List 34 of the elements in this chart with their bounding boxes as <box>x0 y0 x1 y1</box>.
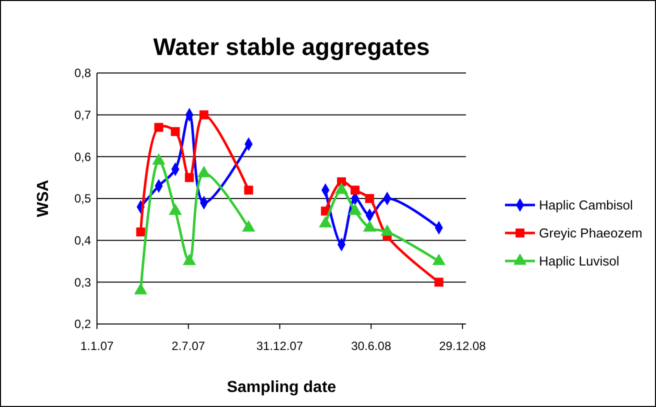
x-tick-label: 1.1.07 <box>80 339 114 353</box>
legend-label: Haplic Cambisol <box>539 198 634 213</box>
x-tick-label: 29.12.08 <box>439 339 486 353</box>
point <box>184 173 194 182</box>
y-tick-label: 0,6 <box>74 150 92 164</box>
legend-label: Greyic Phaeozem <box>539 226 642 241</box>
point <box>136 227 146 236</box>
point <box>134 282 148 294</box>
point <box>199 110 208 120</box>
y-axis-title: WSA <box>35 179 52 218</box>
y-tick-label: 0,3 <box>74 275 92 290</box>
x-axis-title: Sampling date <box>226 379 336 396</box>
y-tick-label: 0,2 <box>74 317 92 332</box>
point <box>154 122 164 132</box>
y-tick-label: 0,5 <box>74 192 92 206</box>
point <box>363 220 376 232</box>
y-tick-label: 0,4 <box>74 234 92 248</box>
point <box>182 254 196 266</box>
x-tick-label: 2.7.07 <box>172 339 206 353</box>
point <box>350 186 360 195</box>
point <box>365 194 374 203</box>
point <box>380 224 394 236</box>
point <box>244 186 254 195</box>
point <box>242 220 256 232</box>
y-tick-label: 0,7 <box>74 108 92 122</box>
chart-title: Water stable aggregates <box>153 34 430 61</box>
x-tick-label: 31.12.07 <box>256 339 304 353</box>
x-tick-label: 30.6.08 <box>351 339 392 353</box>
y-tick-label: 0,8 <box>74 66 92 80</box>
point <box>318 216 332 228</box>
legend-label: Haplic Luvisol <box>539 254 620 269</box>
point <box>170 127 180 136</box>
point <box>434 278 444 287</box>
point <box>432 254 446 266</box>
